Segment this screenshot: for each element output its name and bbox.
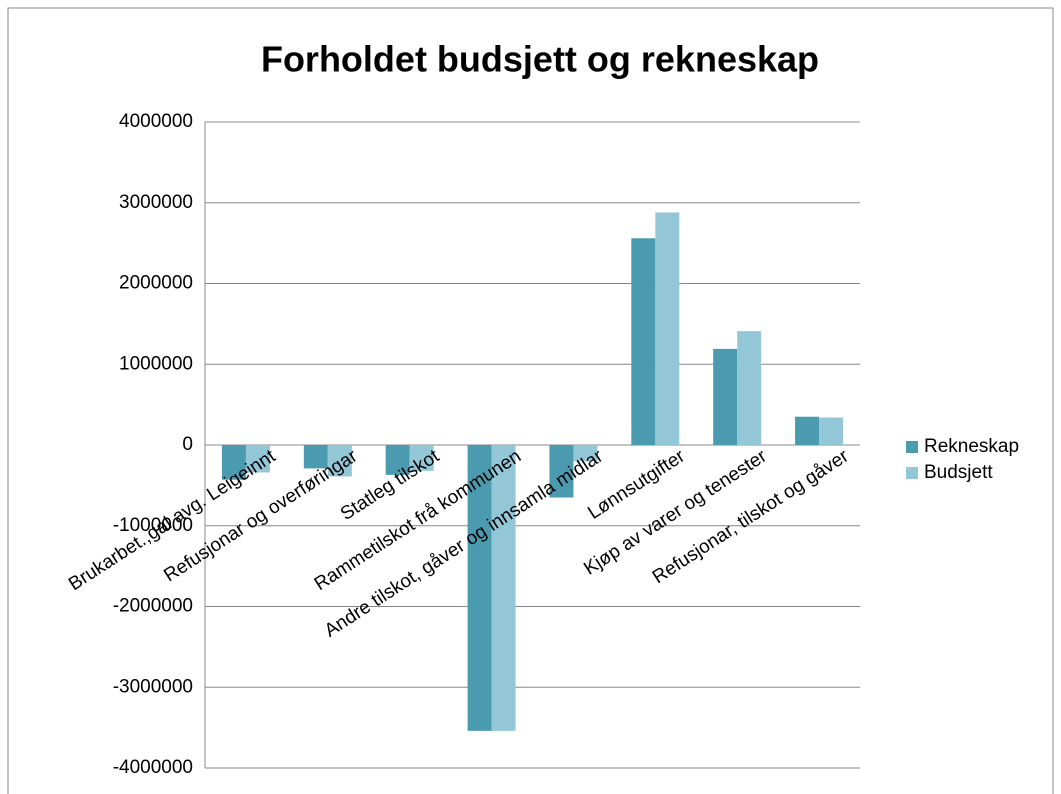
- bar: [819, 417, 844, 445]
- bar: [467, 445, 492, 731]
- bar: [549, 445, 574, 498]
- legend-label: Budsjett: [924, 462, 993, 483]
- bar: [631, 238, 656, 445]
- chart-border: [7, 7, 1054, 794]
- bar: [655, 212, 680, 445]
- y-tick-label: 2000000: [119, 273, 193, 294]
- bar: [795, 416, 820, 445]
- bar: [737, 331, 762, 445]
- y-tick-label: 1000000: [119, 353, 193, 374]
- bar: [573, 445, 598, 462]
- bar: [327, 445, 352, 477]
- y-tick-label: 0: [182, 434, 193, 455]
- bar: [409, 445, 434, 471]
- bar: [713, 348, 738, 445]
- y-tick-label: 3000000: [119, 192, 193, 213]
- bar: [221, 445, 246, 480]
- y-tick-label: 4000000: [119, 111, 193, 132]
- y-tick-label: -4000000: [113, 757, 193, 778]
- bar: [491, 445, 516, 731]
- y-tick-label: -2000000: [113, 596, 193, 617]
- y-tick-label: -1000000: [113, 515, 193, 536]
- bar: [303, 445, 328, 469]
- chart-title: Forholdet budsjett og rekneskap: [261, 39, 819, 80]
- bar: [385, 445, 410, 475]
- y-tick-label: -3000000: [113, 676, 193, 697]
- bar: [245, 445, 270, 473]
- legend-label: Rekneskap: [924, 436, 1019, 457]
- legend-swatch: [906, 441, 918, 453]
- legend-swatch: [906, 467, 918, 479]
